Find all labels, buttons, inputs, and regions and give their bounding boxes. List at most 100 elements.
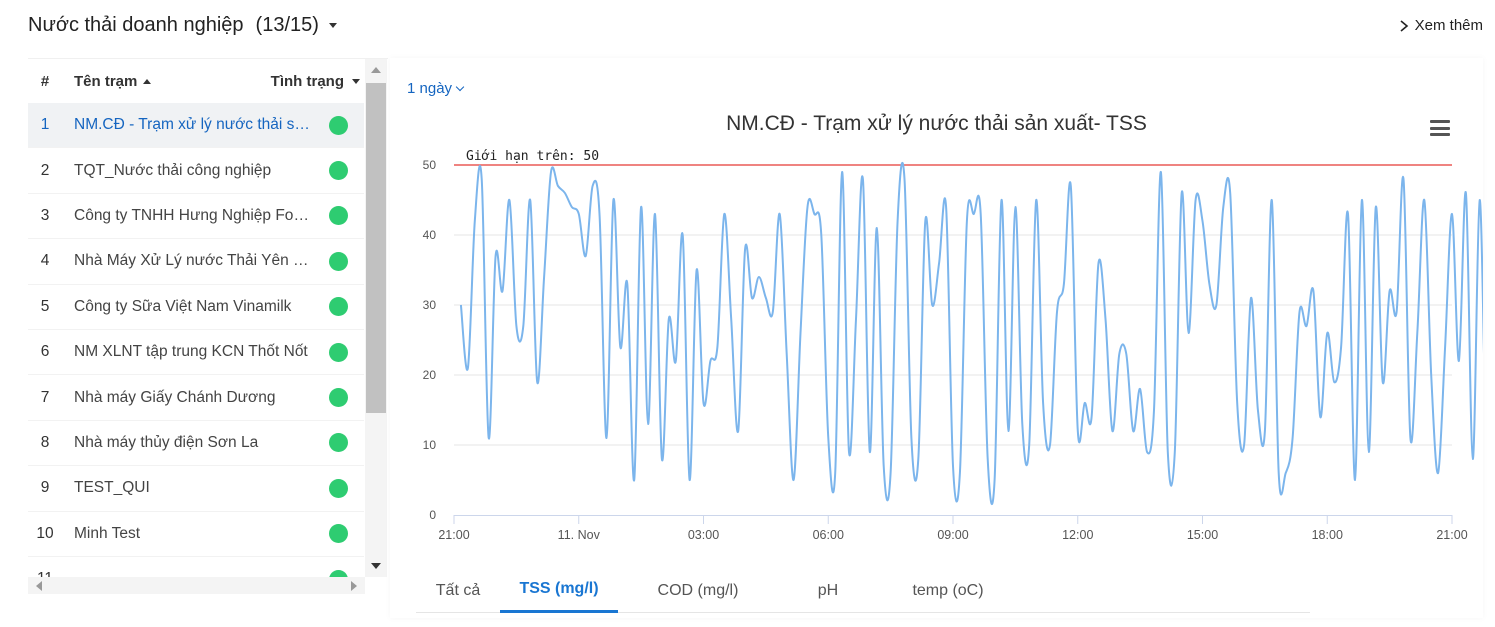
y-tick-label: 30 [423, 298, 437, 312]
station-status [312, 433, 364, 453]
tab-4[interactable]: temp (oC) [912, 581, 984, 599]
station-name: Nhà máy Giấy Chánh Dương [74, 388, 276, 406]
station-row[interactable]: 7 Nhà máy Giấy Chánh Dương [28, 375, 364, 421]
tab-1[interactable]: TSS (mg/l) [500, 568, 618, 613]
parameter-tabs: Tất cả TSS (mg/l) COD (mg/l) pH temp (oC) [416, 568, 1310, 613]
column-header-name-label: Tên trạm [74, 72, 138, 90]
horizontal-scrollbar[interactable] [28, 577, 365, 594]
status-dot-icon [328, 297, 348, 317]
x-tick-label: 06:00 [813, 528, 844, 542]
status-dot-icon [328, 251, 348, 271]
station-name: Nhà máy thủy điện Sơn La [74, 433, 259, 451]
station-num: 7 [40, 388, 50, 406]
station-status [312, 569, 364, 577]
station-num: 5 [40, 297, 50, 315]
station-row[interactable]: 1 NM.CĐ - Trạm xử lý nước thải sản xuất [28, 103, 364, 149]
station-row[interactable]: 5 Công ty Sữa Việt Nam Vinamilk [28, 285, 364, 330]
station-name: Công ty TNHH Hưng Nghiệp Formosa [74, 206, 312, 224]
tss-line-chart: 0 10 20 30 40 50 21:00 11. Nov 03:00 06:00 09:00 12… [423, 149, 1483, 542]
y-tick-label: 10 [423, 438, 437, 452]
scroll-down-arrow-icon[interactable] [371, 563, 381, 569]
x-tick-label: 21:00 [1436, 528, 1467, 542]
status-dot-icon [328, 569, 348, 577]
time-range-dropdown[interactable]: 1 ngày [407, 80, 465, 97]
y-tick-label: 0 [429, 508, 436, 522]
chart-panel: 1 ngày NM.CĐ - Trạm xử lý nước thải sản … [390, 58, 1483, 618]
station-name: Nhà Máy Xử Lý nước Thải Yên Sở [74, 252, 312, 270]
page-title[interactable]: Nước thải doanh nghiệp (13/15) [28, 14, 337, 37]
station-num: 8 [40, 433, 50, 451]
station-status [312, 478, 364, 498]
station-status [312, 297, 364, 317]
station-num: 6 [40, 343, 50, 361]
hamburger-menu-icon[interactable] [1430, 120, 1450, 136]
station-row[interactable]: 2 TQT_Nước thải công nghiệp [28, 148, 364, 194]
station-row[interactable]: 8 Nhà máy thủy điện Sơn La [28, 421, 364, 467]
tab-3[interactable]: pH [817, 581, 839, 599]
status-dot-icon [328, 478, 348, 498]
x-tick-label: 03:00 [688, 528, 719, 542]
column-header-name[interactable]: Tên trạm [62, 73, 230, 90]
station-row[interactable]: 4 Nhà Máy Xử Lý nước Thải Yên Sở [28, 239, 364, 285]
vertical-scrollbar[interactable] [365, 59, 387, 577]
station-name: TEST_QUI [74, 479, 150, 497]
column-header-num: # [40, 72, 50, 90]
station-num: 1 [40, 116, 50, 134]
page-title-text: Nước thải doanh nghiệp [28, 14, 244, 36]
station-num: 2 [40, 161, 50, 179]
scroll-up-arrow-icon[interactable] [371, 67, 381, 73]
status-dot-icon [328, 524, 348, 544]
x-tick-label: 11. Nov [558, 528, 601, 542]
station-name: NM.CĐ - Trạm xử lý nước thải sản xuất [74, 116, 312, 134]
scrollbar-thumb[interactable] [366, 83, 386, 413]
station-status [312, 115, 364, 135]
chevron-right-icon [1400, 19, 1408, 32]
see-more-link[interactable]: Xem thêm [1399, 17, 1483, 34]
see-more-label: Xem thêm [1414, 17, 1483, 34]
station-num: 4 [40, 252, 50, 270]
station-row[interactable]: 6 NM XLNT tập trung KCN Thốt Nốt [28, 330, 364, 376]
status-dot-icon [328, 161, 348, 181]
station-row[interactable]: 10 Minh Test [28, 512, 364, 557]
status-dot-icon [328, 115, 348, 135]
sort-asc-icon[interactable] [143, 78, 152, 84]
chart-title: NM.CĐ - Trạm xử lý nước thải sản xuất- T… [726, 112, 1147, 135]
status-dot-icon [328, 433, 348, 453]
y-tick-label: 40 [423, 228, 437, 242]
x-tick-label: 12:00 [1062, 528, 1093, 542]
status-dot-icon [328, 342, 348, 362]
station-table: # Tên trạm Tình trạng 1 NM.CĐ - Trạm xử l… [28, 58, 388, 602]
table-header: # Tên trạm Tình trạng [28, 59, 364, 103]
station-status [312, 251, 364, 271]
station-row[interactable]: 9 TEST_QUI [28, 466, 364, 512]
column-header-status[interactable]: Tình trạng [230, 73, 364, 90]
station-num: 10 [36, 524, 54, 542]
tab-2[interactable]: COD (mg/l) [657, 581, 739, 599]
tss-series-line [459, 162, 1483, 505]
station-count: (13/15) [255, 14, 319, 36]
station-name: Công ty Sữa Việt Nam Vinamilk [74, 297, 292, 315]
station-status [312, 206, 364, 226]
station-name: Minh Test [74, 524, 141, 542]
station-row[interactable]: 3 Công ty TNHH Hưng Nghiệp Formosa [28, 194, 364, 240]
y-tick-label: 50 [423, 158, 437, 172]
station-row[interactable]: 11 [28, 557, 364, 577]
threshold-label: Giới hạn trên: 50 [466, 149, 599, 164]
scroll-right-arrow-icon[interactable] [351, 581, 357, 591]
station-num: 9 [40, 479, 50, 497]
station-status [312, 388, 364, 408]
caret-down-icon[interactable] [328, 23, 337, 28]
station-name: TQT_Nước thải công nghiệp [74, 161, 272, 179]
x-tick-label: 18:00 [1312, 528, 1343, 542]
x-tick-label: 21:00 [438, 528, 469, 542]
station-num: 3 [40, 206, 50, 224]
station-num: 11 [28, 570, 62, 577]
time-range-label: 1 ngày [407, 80, 453, 97]
y-tick-label: 20 [423, 368, 437, 382]
x-tick-label: 15:00 [1187, 528, 1218, 542]
chevron-down-icon [455, 82, 465, 91]
x-tick-label: 09:00 [937, 528, 968, 542]
tab-0[interactable]: Tất cả [435, 581, 481, 599]
filter-caret-down-icon[interactable] [352, 78, 360, 84]
scroll-left-arrow-icon[interactable] [36, 581, 42, 591]
